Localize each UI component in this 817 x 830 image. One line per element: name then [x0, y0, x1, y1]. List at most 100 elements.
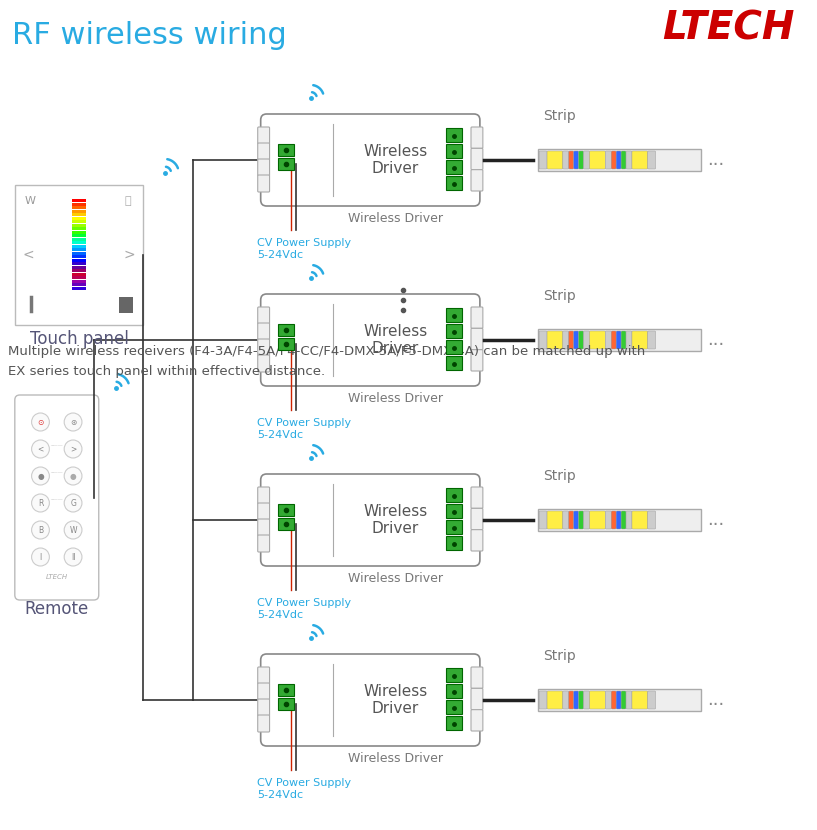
- Text: ─────: ─────: [51, 444, 63, 448]
- FancyBboxPatch shape: [605, 511, 611, 529]
- FancyBboxPatch shape: [632, 331, 648, 349]
- FancyBboxPatch shape: [471, 667, 483, 688]
- Text: Strip: Strip: [543, 109, 576, 123]
- FancyBboxPatch shape: [569, 511, 574, 529]
- FancyBboxPatch shape: [583, 511, 590, 529]
- FancyBboxPatch shape: [611, 331, 616, 349]
- Circle shape: [65, 440, 82, 458]
- FancyBboxPatch shape: [648, 331, 656, 349]
- FancyBboxPatch shape: [616, 151, 621, 169]
- Circle shape: [32, 413, 49, 431]
- Bar: [72, 241, 86, 244]
- FancyBboxPatch shape: [611, 511, 616, 529]
- FancyBboxPatch shape: [446, 160, 462, 174]
- FancyBboxPatch shape: [583, 151, 590, 169]
- FancyBboxPatch shape: [471, 149, 483, 169]
- FancyBboxPatch shape: [626, 511, 632, 529]
- FancyBboxPatch shape: [279, 518, 294, 530]
- FancyBboxPatch shape: [578, 511, 583, 529]
- Circle shape: [65, 494, 82, 512]
- FancyBboxPatch shape: [261, 114, 480, 206]
- FancyBboxPatch shape: [279, 158, 294, 170]
- FancyBboxPatch shape: [611, 151, 616, 169]
- FancyBboxPatch shape: [446, 308, 462, 322]
- Text: Remote: Remote: [25, 600, 89, 618]
- Text: ⊙: ⊙: [38, 417, 43, 427]
- FancyBboxPatch shape: [574, 331, 578, 349]
- FancyBboxPatch shape: [539, 511, 547, 529]
- Bar: [72, 262, 86, 265]
- Bar: [72, 206, 86, 209]
- FancyBboxPatch shape: [446, 536, 462, 550]
- Text: R: R: [38, 499, 43, 507]
- FancyBboxPatch shape: [257, 503, 270, 520]
- Text: G: G: [70, 499, 76, 507]
- Text: Strip: Strip: [543, 289, 576, 303]
- Text: CV Power Supply
5-24Vdc: CV Power Supply 5-24Vdc: [257, 418, 350, 440]
- Text: ...: ...: [707, 511, 724, 529]
- FancyBboxPatch shape: [257, 667, 270, 684]
- Text: CV Power Supply
5-24Vdc: CV Power Supply 5-24Vdc: [257, 778, 350, 799]
- Text: Wireless
Driver: Wireless Driver: [363, 144, 427, 176]
- FancyBboxPatch shape: [119, 297, 133, 313]
- Text: EX series touch panel within effective distance.: EX series touch panel within effective d…: [8, 365, 325, 378]
- FancyBboxPatch shape: [578, 691, 583, 709]
- Bar: [72, 237, 86, 241]
- FancyBboxPatch shape: [632, 151, 648, 169]
- FancyBboxPatch shape: [547, 151, 563, 169]
- FancyBboxPatch shape: [590, 511, 605, 529]
- FancyBboxPatch shape: [590, 151, 605, 169]
- FancyBboxPatch shape: [621, 511, 626, 529]
- FancyBboxPatch shape: [257, 339, 270, 356]
- Bar: [72, 286, 86, 290]
- FancyBboxPatch shape: [574, 151, 578, 169]
- Bar: [72, 283, 86, 286]
- Text: Multiple wireless receivers (F4-3A/F4-5A/F4-CC/F4-DMX-5A/F5-DMX-4A) can be match: Multiple wireless receivers (F4-3A/F4-5A…: [8, 345, 645, 358]
- FancyBboxPatch shape: [257, 519, 270, 536]
- Text: LTECH: LTECH: [46, 574, 68, 580]
- FancyBboxPatch shape: [538, 329, 701, 351]
- FancyBboxPatch shape: [471, 349, 483, 371]
- FancyBboxPatch shape: [616, 691, 621, 709]
- FancyBboxPatch shape: [616, 511, 621, 529]
- Text: Touch panel: Touch panel: [29, 330, 128, 348]
- Text: RF wireless wiring: RF wireless wiring: [12, 21, 287, 50]
- Text: II: II: [71, 553, 75, 562]
- FancyBboxPatch shape: [257, 715, 270, 732]
- FancyBboxPatch shape: [446, 176, 462, 190]
- FancyBboxPatch shape: [279, 504, 294, 516]
- FancyBboxPatch shape: [257, 699, 270, 716]
- FancyBboxPatch shape: [446, 488, 462, 502]
- Text: Wireless Driver: Wireless Driver: [348, 572, 443, 585]
- Bar: [72, 280, 86, 282]
- FancyBboxPatch shape: [605, 691, 611, 709]
- FancyBboxPatch shape: [648, 511, 656, 529]
- FancyBboxPatch shape: [539, 691, 547, 709]
- FancyBboxPatch shape: [257, 683, 270, 700]
- FancyBboxPatch shape: [471, 487, 483, 508]
- FancyBboxPatch shape: [446, 340, 462, 354]
- FancyBboxPatch shape: [583, 691, 590, 709]
- FancyBboxPatch shape: [563, 151, 569, 169]
- FancyBboxPatch shape: [261, 294, 480, 386]
- FancyBboxPatch shape: [471, 710, 483, 731]
- Text: ...: ...: [707, 151, 724, 169]
- Circle shape: [32, 494, 49, 512]
- FancyBboxPatch shape: [569, 151, 574, 169]
- FancyBboxPatch shape: [569, 691, 574, 709]
- FancyBboxPatch shape: [632, 511, 648, 529]
- Text: <: <: [23, 248, 34, 262]
- FancyBboxPatch shape: [446, 144, 462, 158]
- FancyBboxPatch shape: [539, 151, 547, 169]
- Bar: [72, 251, 86, 255]
- Bar: [72, 245, 86, 247]
- Bar: [72, 272, 86, 276]
- Text: ⊛: ⊛: [70, 417, 76, 427]
- Bar: [72, 220, 86, 223]
- Text: ●: ●: [69, 471, 76, 481]
- FancyBboxPatch shape: [578, 331, 583, 349]
- Text: Wireless
Driver: Wireless Driver: [363, 324, 427, 356]
- FancyBboxPatch shape: [279, 338, 294, 350]
- FancyBboxPatch shape: [632, 691, 648, 709]
- FancyBboxPatch shape: [648, 151, 656, 169]
